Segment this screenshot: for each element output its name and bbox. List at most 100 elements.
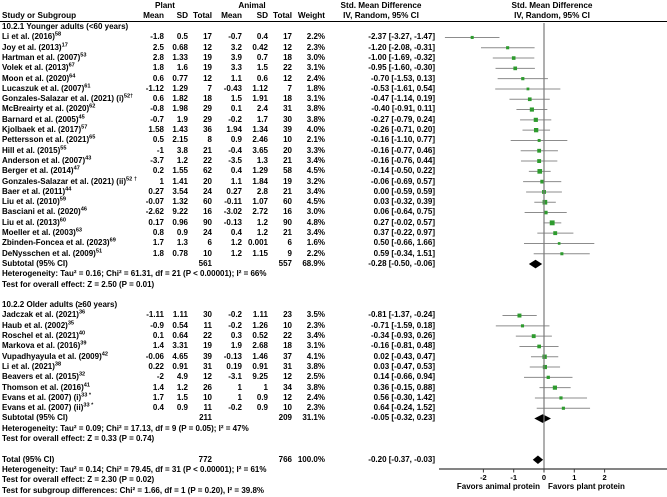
plant-sd-cell: 1.3 — [176, 238, 188, 248]
effect-marker — [546, 375, 550, 379]
study-row: Gonzales-Salazar et al. (2021) (i)52† 0.6… — [0, 94, 437, 104]
animal-sd-cell: 1.26 — [252, 320, 268, 330]
subtotal-label: Subtotal (95% CI) — [2, 413, 68, 423]
animal-mean-cell: 1.5 — [230, 94, 242, 104]
col-group-animal: Animal — [238, 1, 266, 10]
ci-text-cell: -0.47 [-1.14, 0.19] — [370, 94, 435, 104]
col-header-smd-plot-1: Std. Mean Difference — [511, 1, 593, 10]
study-ref-superscript: 58 — [54, 31, 62, 38]
animal-mean-cell: -0.43 — [223, 83, 242, 93]
weight-cell: 3.8% — [306, 114, 325, 124]
animal-mean-cell: -0.4 — [228, 145, 242, 155]
animal-mean-cell: 3.3 — [230, 63, 242, 73]
animal-total-cell: 6 — [287, 238, 292, 248]
study-row: Volek et al. (2013)67 1.8 1.6 19 3.3 1.5 22 3.1… — [0, 63, 437, 73]
ci-text-cell: -0.16 [-0.76, 0.44] — [370, 155, 435, 165]
ci-text-cell: -0.95 [-1.60, -0.30] — [368, 63, 435, 73]
study-row: Moeller et al. (2003)63 0.8 0.9 24 0.4 1.2 21 3… — [0, 228, 437, 238]
animal-mean-cell: -0.2 — [228, 320, 242, 330]
plant-sd-cell: 0.68 — [172, 42, 188, 52]
study-ref-superscript: 33 * — [83, 402, 94, 409]
effect-marker — [552, 385, 557, 390]
plant-mean-cell: -2 — [156, 372, 164, 382]
animal-mean-cell: -0.13 — [223, 351, 242, 361]
tick-label: 0 — [542, 473, 546, 482]
plant-total-cell: 10 — [203, 248, 212, 258]
tick-label: 1 — [572, 473, 576, 482]
plant-mean-cell: 1.4 — [152, 382, 164, 392]
col-header-smd-text-2: IV, Random, 95% CI — [343, 11, 419, 20]
stat-text: Test for overall effect: Z = 0.33 (P = 0… — [2, 434, 155, 443]
ci-text-cell: -0.27 [-0.79, 0.24] — [370, 114, 435, 124]
plant-mean-cell: 2.8 — [152, 52, 164, 62]
stat-text-row: Test for overall effect: Z = 0.33 (P = 0… — [0, 434, 437, 444]
plant-sd-cell: 0.96 — [172, 217, 188, 227]
study-ref-superscript: 39 — [80, 340, 87, 347]
effect-marker — [537, 159, 542, 163]
plant-total-cell: 8 — [207, 135, 212, 145]
spacer-row — [0, 444, 437, 454]
plant-sd-cell: 1.11 — [172, 310, 188, 320]
animal-total-cell: 7 — [287, 83, 292, 93]
plant-total-cell: 11 — [203, 320, 212, 330]
plant-total-cell: 19 — [203, 63, 212, 73]
plant-total-cell: 7 — [207, 83, 212, 93]
forest-plot-canvas: -2 -1 0 1 2 Favors animal protein Favors plant… — [439, 23, 667, 491]
col-header-animal-mean: Mean — [221, 11, 242, 20]
animal-total-cell: 12 — [283, 73, 292, 83]
effect-marker — [537, 169, 543, 174]
plant-total-cell: 24 — [203, 186, 212, 196]
animal-total-cell: 18 — [283, 94, 292, 104]
weight-cell: 2.2% — [306, 248, 325, 258]
weight-cell: 4.5% — [306, 166, 325, 176]
effect-marker — [540, 179, 545, 184]
study-row: Anderson et al. (2007)43 -3.7 1.2 22 -3.5 1.3… — [0, 155, 437, 166]
ci-text-cell: 0.50 [-0.66, 1.66] — [373, 238, 435, 248]
animal-total-cell: 30 — [283, 114, 292, 124]
study-row: Pettersson et al. (2021)65 0.5 2.15 8 0.9 2.4… — [0, 135, 437, 145]
animal-mean-cell: -3.5 — [228, 155, 242, 165]
plant-total-cell: 10 — [203, 392, 212, 402]
stat-text-row: Heterogeneity: Tau² = 0.09; Chi² = 17.13… — [0, 424, 437, 434]
animal-mean-cell: 1 — [237, 392, 242, 402]
weight-cell: 3.3% — [306, 145, 325, 155]
study-label: Hill et al. (2015)55 — [2, 144, 67, 155]
study-ref-superscript: 43 — [85, 155, 92, 162]
plant-total-cell: 16 — [203, 207, 212, 217]
plant-sd-cell: 1.32 — [172, 197, 188, 207]
animal-sd-cell: 0.52 — [252, 331, 268, 340]
study-label: Baer et al. (2011)44 — [2, 186, 72, 196]
effect-marker — [526, 87, 530, 91]
weight-cell: 2.1% — [306, 135, 325, 145]
plant-mean-cell: -0.06 — [145, 351, 164, 361]
ci-text-cell: -0.28 [-0.50, -0.06] — [368, 258, 435, 268]
plant-total-cell: 18 — [203, 94, 212, 104]
ci-text-cell: -0.16 [-1.10, 0.77] — [370, 135, 435, 145]
animal-total-cell: 17 — [283, 32, 292, 42]
ci-text-cell: -0.05 [-0.32, 0.23] — [370, 413, 435, 423]
stat-text: Test for overall effect: Z = 2.30 (P = 0… — [2, 475, 155, 485]
plant-total-cell: 31 — [203, 361, 212, 371]
plant-sd-cell: 2.15 — [172, 135, 188, 145]
spacer-row — [0, 290, 437, 300]
animal-sd-cell: 1.3 — [256, 155, 268, 165]
plant-mean-cell: 1.7 — [152, 238, 164, 248]
animal-total-cell: 19 — [283, 176, 292, 186]
study-row: Beavers et al. (2015)32 -2 4.9 12 -3.1 9.25 12… — [0, 372, 437, 382]
tick-label: 2 — [603, 473, 607, 482]
study-label: Li et al. (2016)58 — [2, 31, 62, 42]
study-row: Roschel et al. (2021)40 0.1 0.64 22 0.3 0.52 2… — [0, 331, 437, 341]
study-ref-superscript: 38 — [54, 361, 62, 368]
ci-text-cell: 0.14 [-0.66, 0.94] — [373, 372, 435, 382]
animal-total-cell: 12 — [283, 392, 292, 402]
plant-sd-cell: 0.77 — [172, 73, 188, 83]
study-label: Evans et al. (2007) (ii)33 * — [2, 402, 94, 413]
plant-mean-cell: -0.07 — [145, 197, 164, 207]
animal-sd-cell: 1.2 — [256, 228, 268, 237]
plant-total-cell: 6 — [207, 238, 212, 248]
weight-cell: 4.0% — [306, 125, 325, 134]
effect-marker — [542, 354, 547, 359]
study-label: Markova et al. (2016)39 — [2, 340, 87, 351]
study-row: Li et al. (2021)38 0.22 0.91 31 0.19 0.91 31 3.… — [0, 361, 437, 372]
